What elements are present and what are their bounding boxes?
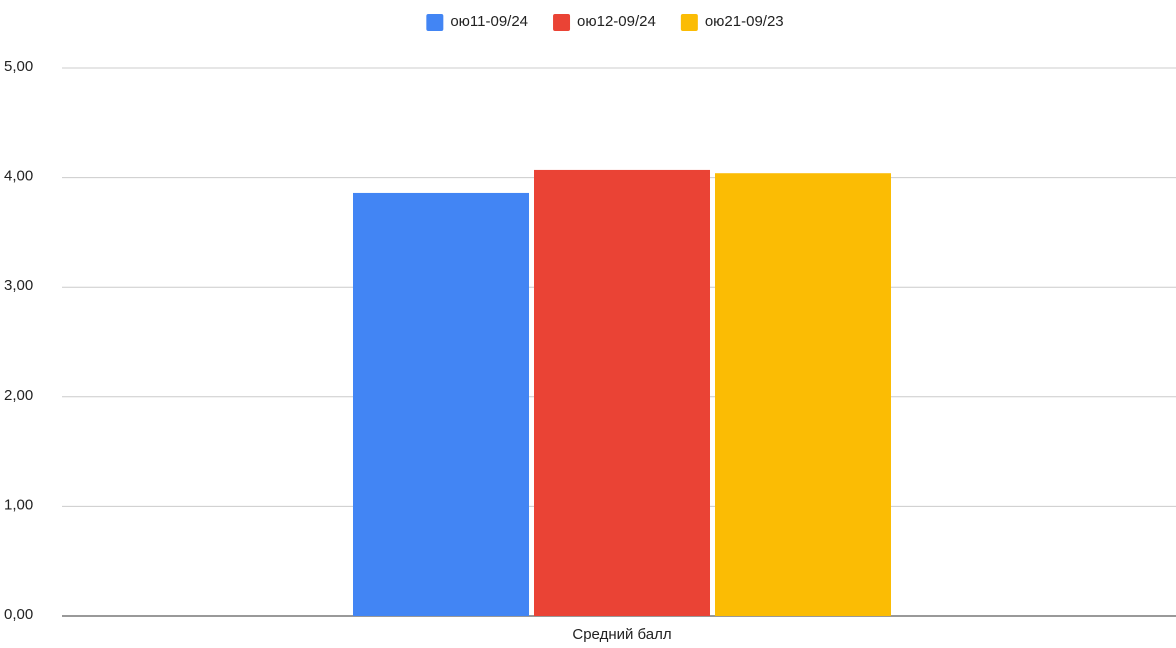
legend-label: ою11-09/24	[450, 13, 528, 30]
y-tick-label: 3,00	[4, 277, 33, 294]
y-tick-label: 4,00	[4, 168, 33, 185]
legend-label: ою12-09/24	[577, 13, 656, 30]
legend-label: ою21-09/23	[705, 13, 784, 30]
legend-swatch	[680, 14, 698, 31]
x-tick-label: Средний балл	[572, 626, 671, 643]
legend-swatch	[426, 14, 444, 31]
y-tick-label: 5,00	[4, 58, 33, 75]
y-tick-label: 0,00	[4, 606, 33, 623]
bar	[534, 169, 710, 617]
bar	[353, 192, 529, 616]
y-tick-label: 1,00	[4, 496, 33, 513]
y-tick-label: 2,00	[4, 387, 33, 404]
bar	[715, 173, 891, 616]
legend-swatch	[553, 14, 571, 31]
